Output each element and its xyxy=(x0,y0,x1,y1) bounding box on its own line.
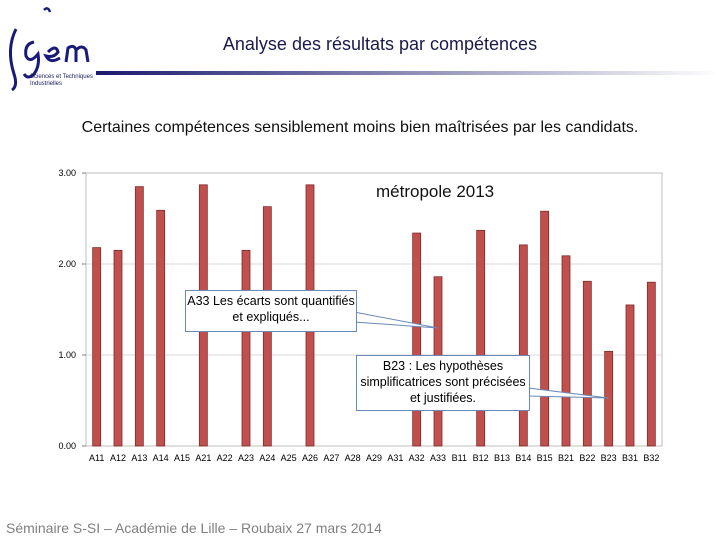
chart-title: métropole 2013 xyxy=(376,182,495,201)
bar-a23 xyxy=(241,249,251,447)
bar-b21 xyxy=(561,255,571,447)
y-tick-label: 1.00 xyxy=(58,350,76,360)
x-tick-label: A26 xyxy=(302,453,318,463)
annotation-a33-pointer xyxy=(353,311,439,329)
x-tick-label: A31 xyxy=(387,453,403,463)
x-tick-label: A22 xyxy=(217,453,233,463)
x-tick-label: A27 xyxy=(323,453,339,463)
x-tick-label: B32 xyxy=(643,453,659,463)
x-tick-label: A15 xyxy=(174,453,190,463)
x-tick-label: B12 xyxy=(473,453,489,463)
bar-b23 xyxy=(604,350,614,447)
bar-b22 xyxy=(582,280,592,447)
plot-area xyxy=(85,172,663,447)
x-tick-label: A11 xyxy=(89,453,104,463)
y-tick-label: 0.00 xyxy=(58,441,76,451)
x-tick-label: A13 xyxy=(131,453,147,463)
y-tick-label: 2.00 xyxy=(58,259,76,269)
header-rule xyxy=(96,71,720,75)
bar-b31 xyxy=(625,304,635,447)
x-tick-label: A23 xyxy=(238,453,254,463)
bar-b32 xyxy=(646,281,656,447)
x-tick-label: B21 xyxy=(558,453,574,463)
x-tick-label: A14 xyxy=(153,453,169,463)
page-title: Analyse des résultats par compétences xyxy=(222,34,538,54)
x-tick-label: A24 xyxy=(259,453,275,463)
bar-b12 xyxy=(476,229,486,447)
x-tick-label: A29 xyxy=(366,453,382,463)
bar-b14 xyxy=(518,244,528,447)
bar-a13 xyxy=(134,186,144,447)
bar-a14 xyxy=(156,209,166,447)
x-tick-label: A25 xyxy=(281,453,297,463)
x-tick-label: A28 xyxy=(345,453,361,463)
bar-a11 xyxy=(92,247,102,447)
slide-subtitle: Certaines compétences sensiblement moins… xyxy=(81,119,639,136)
bar-a32 xyxy=(412,232,422,447)
x-tick-label: B14 xyxy=(515,453,531,463)
x-tick-label: B15 xyxy=(537,453,553,463)
x-tick-label: A21 xyxy=(195,453,211,463)
igen-logo xyxy=(9,7,90,92)
bar-a12 xyxy=(113,249,123,447)
footer: Séminaire S-SI – Académie de Lille – Rou… xyxy=(6,520,382,536)
logo-subtitle: Sciences et Techniques Industrielles xyxy=(30,74,93,87)
x-tick-label: B13 xyxy=(494,453,510,463)
bar-b15 xyxy=(540,210,550,447)
x-tick-label: A33 xyxy=(430,453,446,463)
x-tick-label: B31 xyxy=(622,453,638,463)
y-tick-label: 3.00 xyxy=(58,168,76,178)
x-tick-label: A12 xyxy=(110,453,126,463)
x-tick-label: B22 xyxy=(579,453,595,463)
annotation-b23: B23 : Les hypothèses simplificatrices so… xyxy=(356,355,530,411)
annotation-a33: A33 Les écarts sont quantifiés et expliq… xyxy=(185,290,357,332)
x-tick-label: B23 xyxy=(601,453,617,463)
x-tick-label: B11 xyxy=(452,453,467,463)
x-tick-label: A32 xyxy=(409,453,425,463)
